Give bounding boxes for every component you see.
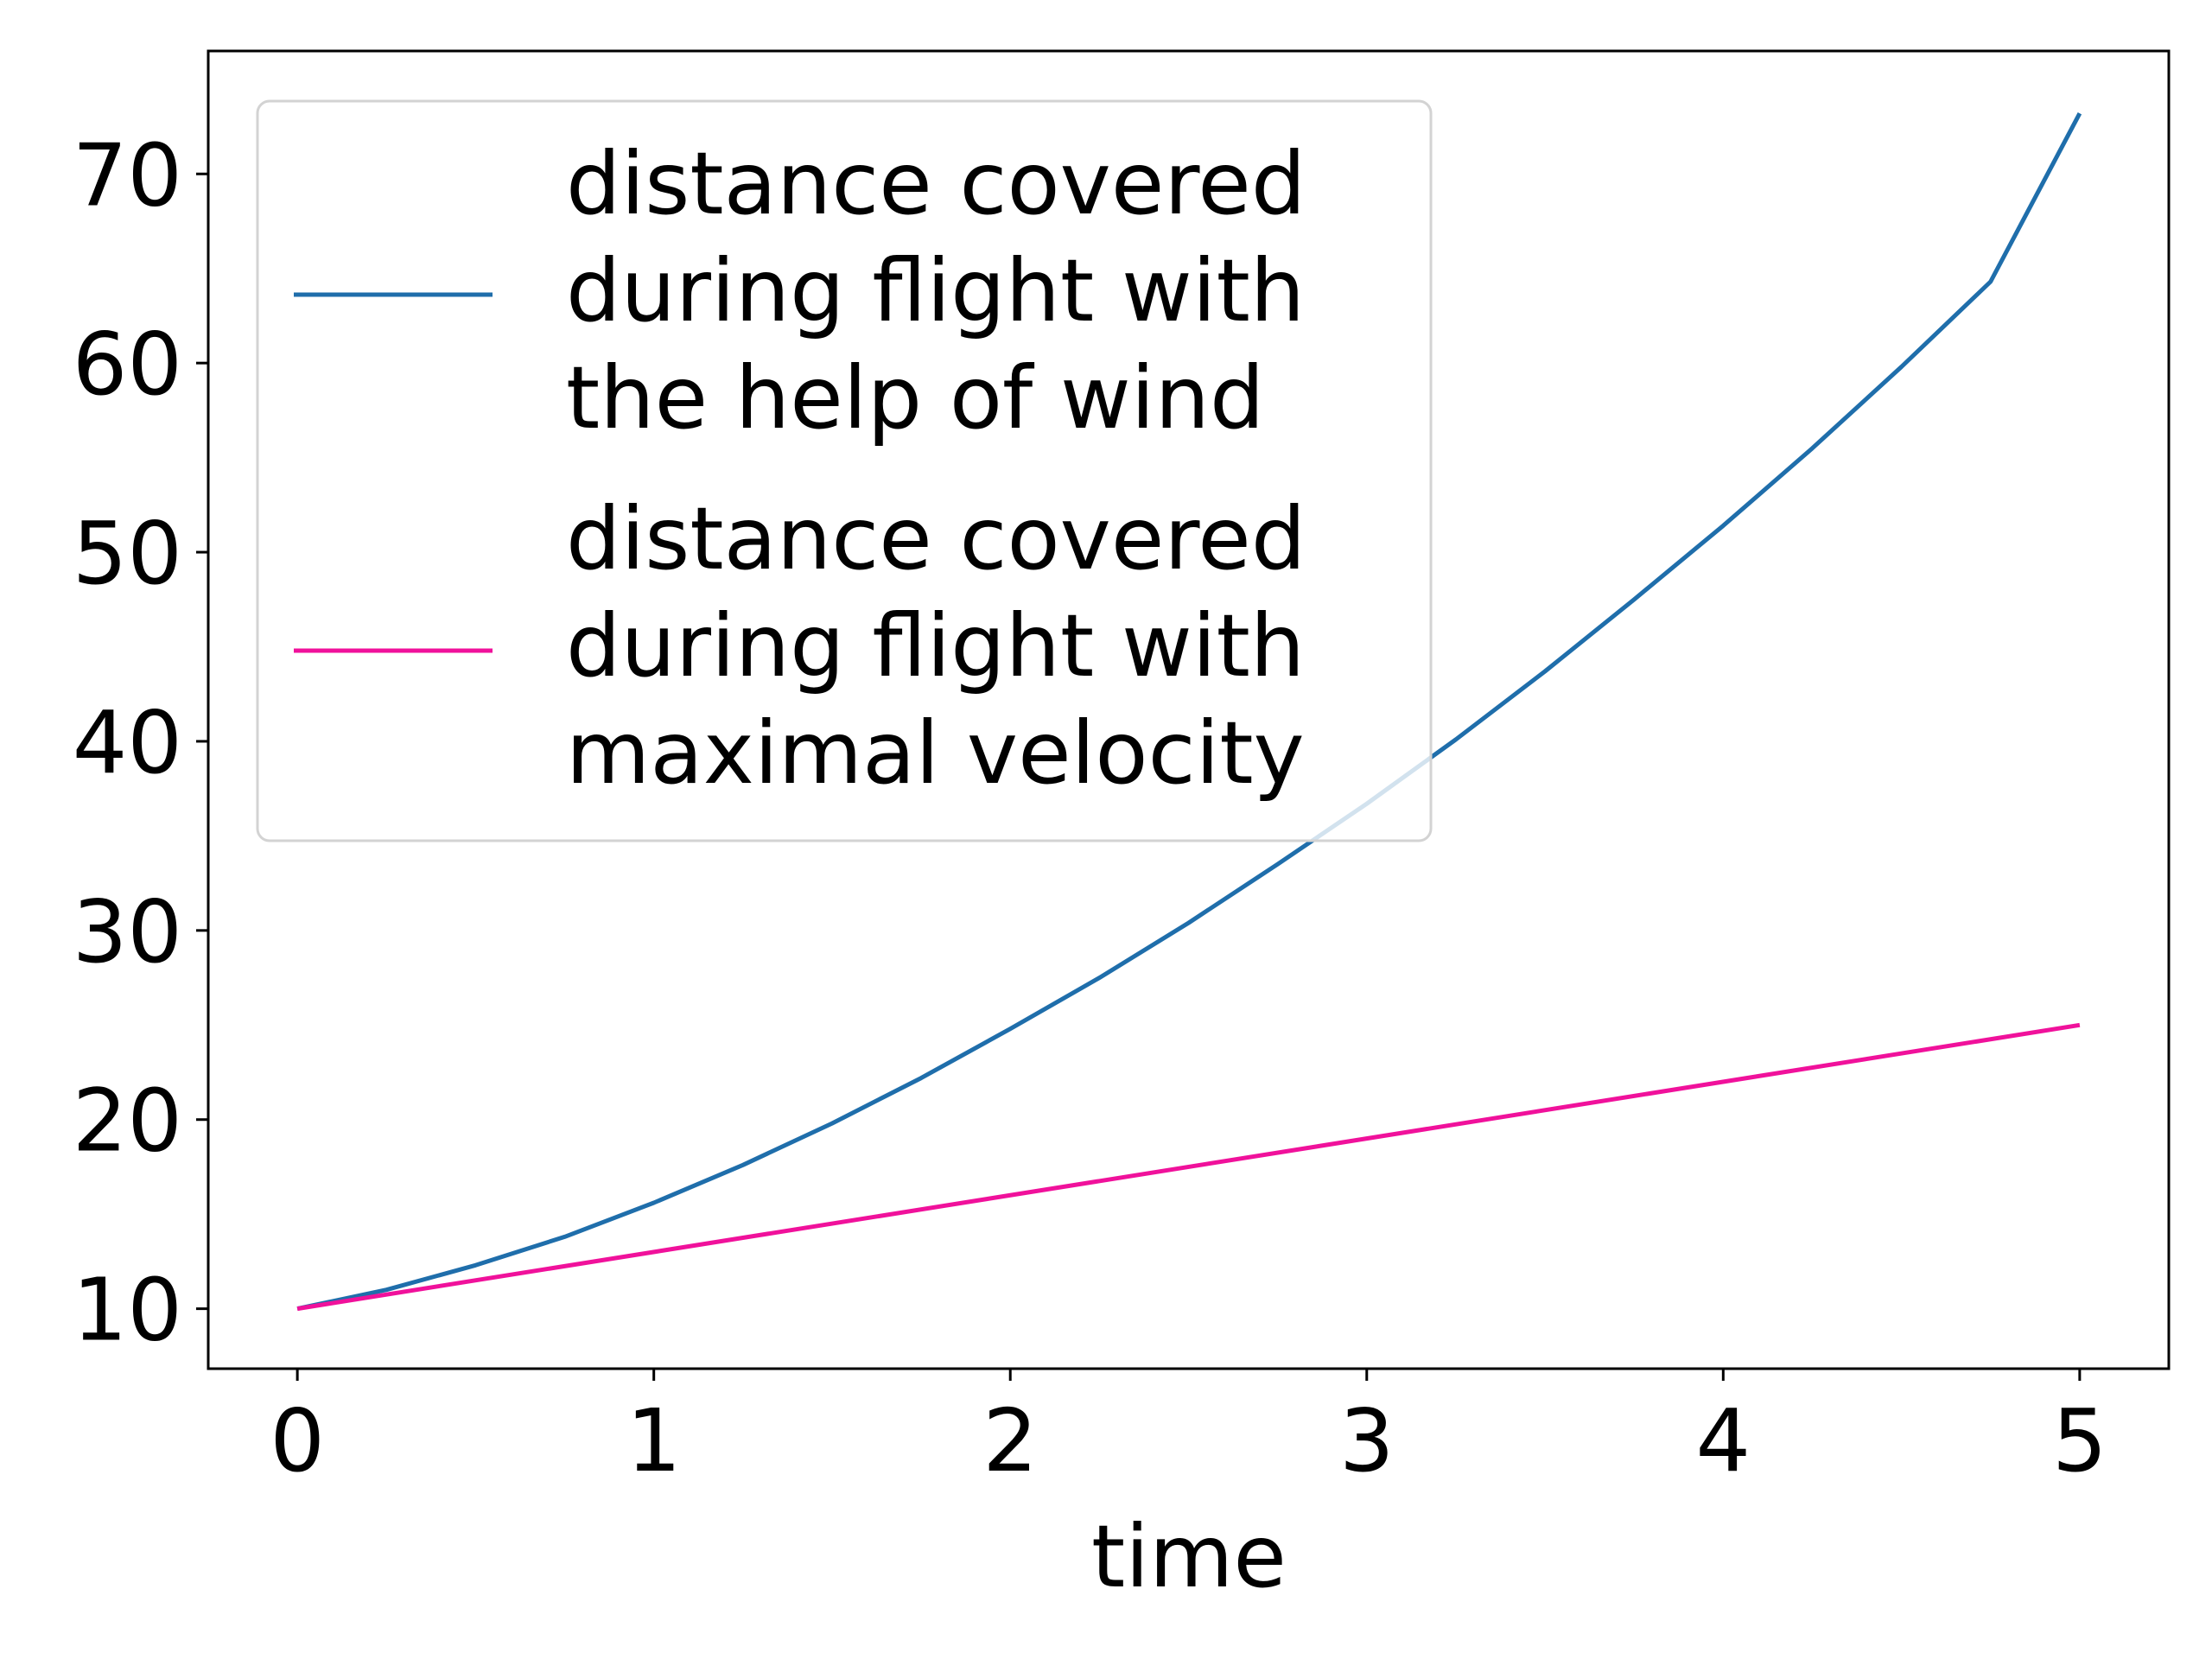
x-tick-label: 1 bbox=[626, 1390, 682, 1491]
y-axis-ticks: 10 20 30 40 50 60 70 bbox=[73, 124, 208, 1361]
series-line-wind bbox=[296, 112, 2082, 1312]
legend-entry-wind: distance covered during flight with the … bbox=[566, 133, 1333, 448]
x-tick-label: 4 bbox=[1696, 1390, 1751, 1491]
y-tick-label: 30 bbox=[73, 881, 182, 982]
plot-frame bbox=[207, 49, 2171, 1370]
legend-box bbox=[256, 99, 1433, 842]
legend: distance covered during flight with the … bbox=[256, 99, 1433, 842]
x-tick-label: 0 bbox=[270, 1390, 325, 1491]
x-tick-label: 3 bbox=[1339, 1390, 1395, 1491]
y-tick-label: 20 bbox=[73, 1071, 182, 1172]
series-layer bbox=[296, 112, 2082, 1312]
y-tick-label: 70 bbox=[73, 124, 182, 226]
legend-entry-max-velocity: distance covered during flight with maxi… bbox=[566, 488, 1333, 804]
x-axis-ticks: 0 1 2 3 4 5 bbox=[270, 1369, 2107, 1491]
y-tick-label: 60 bbox=[73, 314, 182, 415]
y-tick-label: 50 bbox=[73, 503, 182, 604]
y-tick-label: 10 bbox=[73, 1260, 182, 1361]
series-line-max-velocity bbox=[296, 1022, 2081, 1312]
x-axis-label: time bbox=[1091, 1506, 1287, 1607]
x-tick-label: 5 bbox=[2052, 1390, 2107, 1491]
y-tick-label: 40 bbox=[73, 692, 182, 793]
x-tick-label: 2 bbox=[982, 1390, 1038, 1491]
